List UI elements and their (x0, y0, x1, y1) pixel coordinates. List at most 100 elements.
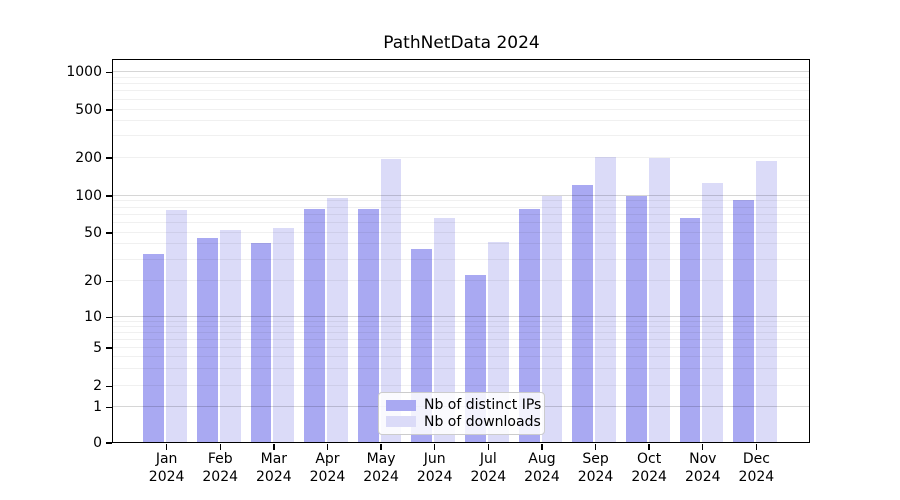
bar-distinct-ips-aug (518, 208, 540, 442)
x-axis-tick (165, 444, 168, 450)
y-axis-tick (106, 109, 112, 111)
bar-downloads-aug (541, 196, 563, 442)
x-axis-tick-label-year: 2024 (631, 469, 667, 485)
bar-distinct-ips-feb (197, 238, 218, 442)
x-axis-tick (755, 444, 758, 450)
gridline-minor (113, 367, 809, 369)
gridline-minor (113, 108, 809, 110)
legend-swatch-distinct-ips (386, 399, 416, 411)
y-axis-tick (106, 71, 112, 73)
gridline-minor (113, 200, 809, 202)
bar-downloads-oct (648, 157, 670, 442)
x-axis-tick (433, 444, 436, 450)
gridline-minor (113, 320, 809, 322)
legend-item-distinct-ips: Nb of distinct IPs (386, 397, 541, 414)
x-axis-tick-label-year: 2024 (416, 469, 453, 485)
x-axis-tick (219, 444, 221, 450)
x-axis-tick-label-month: Mar (260, 451, 288, 467)
x-axis-tick-label-month: Dec (742, 451, 770, 467)
y-axis-tick (106, 316, 112, 319)
x-axis-tick (702, 444, 704, 450)
y-axis-tick (106, 385, 112, 387)
bar-downloads-jan (166, 209, 187, 442)
bar-downloads-sep (595, 156, 616, 442)
y-axis-tick-label: 500 (75, 101, 102, 118)
x-axis-tick (380, 444, 382, 450)
x-axis-tick-label-month: Apr (315, 451, 340, 467)
bar-downloads-dec (755, 161, 777, 442)
x-axis-tick-label-year: 2024 (256, 469, 292, 485)
bar-distinct-ips-apr (304, 209, 326, 442)
y-axis-tick-label: 20 (84, 272, 102, 289)
x-axis-tick-label-month: Oct (637, 451, 662, 467)
x-axis-tick-label-month: Aug (528, 451, 556, 467)
x-axis-tick-label-year: 2024 (148, 469, 185, 485)
y-axis-tick-label: 5 (93, 339, 102, 356)
legend-swatch-downloads (386, 416, 416, 428)
x-axis-tick-label-month: Jul (479, 451, 497, 467)
y-axis-tick-label: 0 (93, 434, 102, 451)
gridline-minor (113, 231, 809, 233)
bar-distinct-ips-sep (572, 184, 594, 442)
bar-downloads-mar (273, 228, 295, 442)
bar-distinct-ips-dec (733, 199, 754, 442)
chart-title: PathNetData 2024 (383, 33, 540, 53)
x-axis-tick-label-month: Jan (155, 451, 178, 467)
y-axis-tick (106, 442, 112, 444)
x-axis-tick-label-year: 2024 (577, 469, 614, 485)
gridline-minor (113, 258, 809, 260)
y-axis-tick-label: 10 (84, 309, 102, 325)
gridline-minor (113, 346, 809, 348)
bar-downloads-nov (702, 182, 724, 442)
gridline-minor (113, 243, 809, 245)
bar-downloads-jul (487, 242, 509, 442)
gridline-minor (113, 120, 809, 122)
gridline-minor (113, 135, 809, 137)
x-axis-tick (648, 444, 650, 450)
gridline-minor (113, 90, 809, 92)
gridline-major (113, 70, 809, 72)
y-axis-tick-label: 1000 (66, 63, 102, 80)
gridline-minor (113, 213, 809, 215)
gridline-minor (113, 279, 809, 281)
gridline-major (113, 316, 809, 318)
x-axis-tick-label-month: Nov (689, 451, 717, 467)
x-axis-tick (541, 444, 543, 450)
legend-label-distinct-ips: Nb of distinct IPs (424, 397, 542, 414)
x-axis-tick-label-year: 2024 (202, 469, 239, 485)
y-axis-tick-label: 200 (75, 149, 102, 166)
gridline-minor (113, 83, 809, 85)
bar-downloads-may (380, 158, 402, 442)
y-axis-tick (106, 195, 112, 197)
bar-distinct-ips-may (357, 208, 379, 442)
y-axis-tick-label: 1 (93, 399, 102, 415)
y-axis-tick-label: 100 (75, 187, 102, 204)
bar-downloads-apr (327, 198, 348, 442)
gridline-minor (113, 325, 809, 327)
y-axis-tick (106, 232, 112, 234)
gridline-minor (113, 221, 809, 223)
y-axis-tick (106, 347, 112, 349)
x-axis-tick-label-month: Sep (582, 451, 609, 467)
legend-item-downloads: Nb of downloads (386, 414, 541, 431)
bar-distinct-ips-oct (625, 196, 647, 442)
bar-distinct-ips-jan (143, 253, 165, 442)
gridline-minor (113, 76, 809, 78)
x-axis-tick-label-year: 2024 (470, 469, 507, 485)
gridline-minor (113, 331, 809, 333)
gridline-major (113, 194, 809, 196)
legend: Nb of distinct IPs Nb of downloads (378, 392, 545, 435)
plot-area (112, 59, 810, 443)
x-axis-tick-label-month: Jun (423, 451, 446, 467)
gridline-minor (113, 156, 809, 158)
gridline-minor (113, 206, 809, 208)
x-axis-tick-label-month: May (366, 451, 396, 467)
bar-distinct-ips-nov (679, 217, 701, 442)
y-axis-tick-label: 2 (93, 377, 102, 394)
x-axis-tick-label-year: 2024 (363, 469, 399, 485)
x-axis-tick-label-year: 2024 (524, 469, 560, 485)
y-axis-tick (106, 157, 112, 159)
x-axis-tick (326, 444, 329, 450)
x-axis-tick-label-year: 2024 (738, 469, 775, 485)
